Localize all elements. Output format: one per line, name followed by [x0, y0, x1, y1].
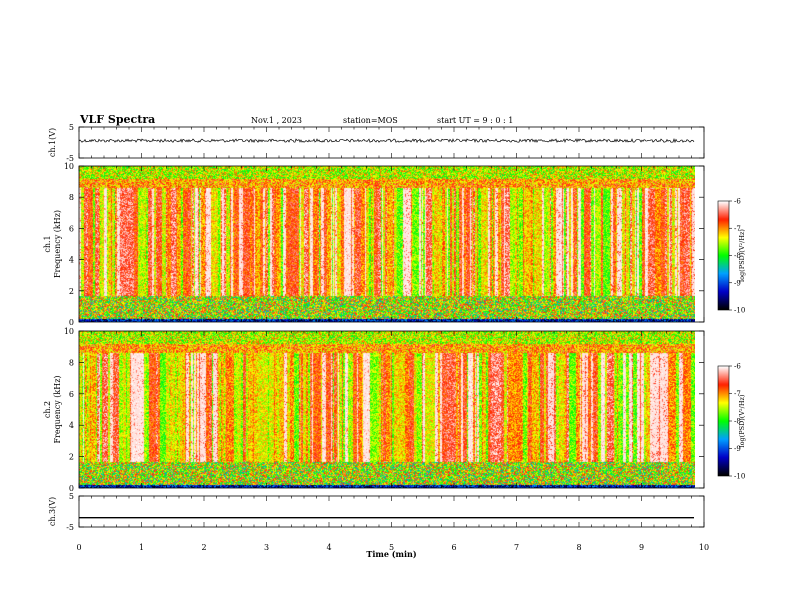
y-tick-label: 2 — [69, 453, 74, 462]
x-tick-label: 9 — [639, 543, 644, 552]
colorbar-tick-label: -10 — [734, 307, 745, 315]
colorbar-tick-label: -6 — [734, 198, 741, 206]
x-tick-label: 0 — [76, 543, 81, 552]
y-axis-label-channel: ch.1 — [43, 235, 52, 252]
colorbar-label: log(PSD)(V²/Hz) — [738, 394, 746, 447]
x-axis-label: Time (min) — [366, 549, 416, 559]
spectrogram-image-ch1 — [79, 166, 695, 322]
y-tick-label: 4 — [69, 256, 74, 265]
y-tick-label: 6 — [69, 224, 74, 233]
chart-title: VLF Spectra — [80, 113, 156, 126]
y-axis-label-channel: ch.2 — [43, 401, 52, 418]
y-axis-label-frequency: Frequency (kHz) — [53, 210, 62, 278]
date-label: Nov.1 , 2023 — [251, 116, 303, 125]
y-tick-label: 8 — [69, 193, 74, 202]
y-axis-label-frequency: Frequency (kHz) — [53, 375, 62, 443]
colorbar-tick-label: -9 — [734, 279, 741, 287]
y-tick-label: 10 — [64, 327, 74, 336]
x-tick-label: 7 — [514, 543, 519, 552]
colorbar-label: log(PSD)(V²/Hz) — [738, 229, 746, 282]
colorbar-tick-label: -8 — [734, 252, 741, 260]
x-tick-label: 10 — [699, 543, 709, 552]
y-tick-label: 10 — [64, 162, 74, 171]
y-axis-label: ch.1(V) — [48, 128, 57, 157]
colorbar-tick-label: -7 — [734, 225, 741, 233]
x-tick-label: 8 — [576, 543, 581, 552]
station-label: station=MOS — [343, 116, 398, 125]
x-tick-label: 2 — [201, 543, 206, 552]
y-tick-label: 4 — [69, 421, 74, 430]
colorbar-ch2 — [718, 366, 729, 476]
y-tick-label: 8 — [69, 358, 74, 367]
colorbar-tick-label: -10 — [734, 473, 745, 481]
x-tick-label: 6 — [451, 543, 456, 552]
y-tick-label: -5 — [66, 154, 74, 163]
y-tick-label: 0 — [69, 318, 74, 327]
colorbar-tick-label: -7 — [734, 390, 741, 398]
colorbar-tick-label: -6 — [734, 363, 741, 371]
y-tick-label: 5 — [69, 123, 74, 132]
colorbar-ch1 — [718, 201, 729, 310]
y-tick-label: -5 — [66, 523, 74, 532]
series-line-ch1 — [78, 137, 695, 144]
y-tick-label: 0 — [69, 484, 74, 493]
y-axis-label: ch.3(V) — [48, 497, 57, 526]
y-tick-label: 2 — [69, 287, 74, 296]
x-tick-label: 4 — [326, 543, 331, 552]
x-tick-label: 1 — [139, 543, 144, 552]
colorbar-tick-label: -8 — [734, 418, 741, 426]
colorbar-tick-label: -9 — [734, 445, 741, 453]
y-tick-label: 5 — [69, 492, 74, 501]
spectrogram-image-ch2 — [79, 331, 695, 488]
x-tick-label: 3 — [264, 543, 269, 552]
y-tick-label: 6 — [69, 390, 74, 399]
start-time-label: start UT = 9 : 0 : 1 — [437, 116, 514, 125]
x-tick-label: 5 — [389, 543, 394, 552]
